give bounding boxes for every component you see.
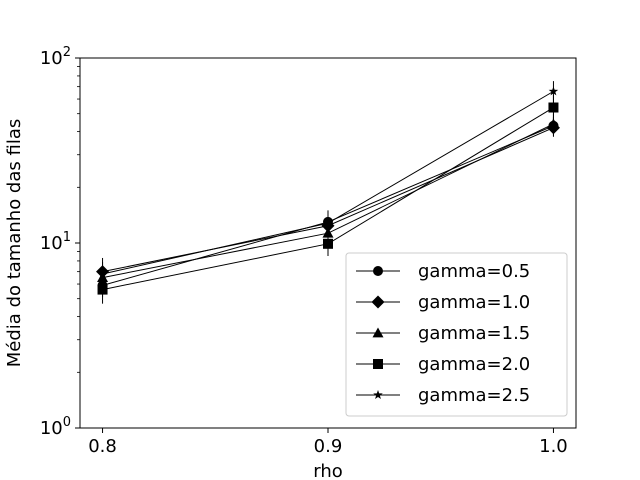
legend-item: gamma=1.5 [356,323,530,344]
legend-label: gamma=2.5 [418,385,530,406]
y-axis: 100 101 102 [40,45,80,439]
legend-marker [372,327,384,338]
x-tick-label: 0.9 [314,436,343,457]
legend-label: gamma=1.5 [418,323,530,344]
y-tick-label: 101 [40,230,71,254]
y-tick-label: 102 [40,45,71,69]
series-layer [96,81,560,304]
series-gamma=2.5 [97,81,559,286]
legend-label: gamma=1.0 [418,292,530,313]
data-point [323,218,333,228]
x-tick-label: 0.8 [88,436,117,457]
legend-item: gamma=1.0 [356,292,530,313]
legend-label: gamma=2.0 [418,354,530,375]
x-axis: 0.8 0.9 1.0 [88,428,568,457]
legend-item: gamma=2.5 [356,385,530,406]
data-point [97,268,108,279]
legend-marker [373,359,383,369]
legend-label: gamma=0.5 [418,261,530,282]
x-tick-label: 1.0 [539,436,568,457]
x-axis-label: rho [313,461,343,480]
data-point [548,86,559,96]
y-tick-label: 100 [40,415,71,439]
legend-marker [373,266,383,276]
y-axis-label: Média do tamanho das filas [4,119,25,367]
legend: gamma=0.5 gamma=1.0 gamma=1.5 gamma=2.0 gamm… [345,252,568,417]
data-point [97,284,108,295]
legend-item: gamma=0.5 [356,261,530,282]
data-point [547,118,559,129]
data-point [548,102,559,113]
legend-marker [371,295,385,309]
data-point [323,238,333,249]
legend-box [345,252,568,417]
legend-item: gamma=2.0 [356,354,530,375]
legend-marker [373,390,383,400]
